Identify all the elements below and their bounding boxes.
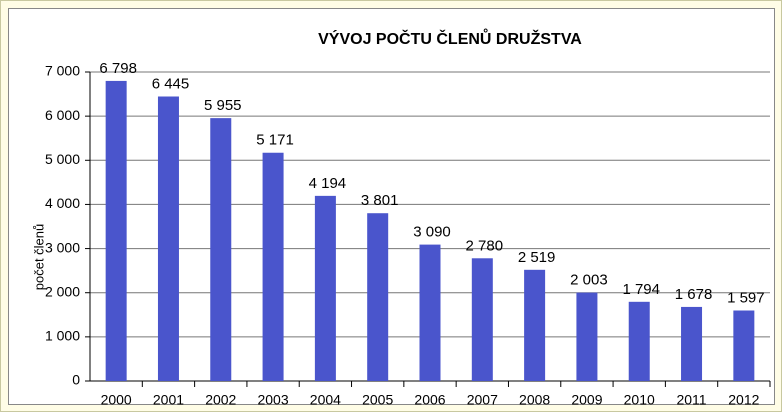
x-tick-label: 2012 [728, 392, 759, 408]
x-tick-label: 2005 [362, 392, 393, 408]
x-tick-label: 2006 [414, 392, 445, 408]
value-label: 6 445 [152, 75, 190, 92]
bar [628, 301, 650, 381]
y-tick-label: 2 000 [45, 283, 80, 299]
x-tick-label: 2002 [205, 392, 236, 408]
x-tick-label: 2011 [676, 392, 706, 408]
bar [471, 258, 493, 381]
x-tick-label: 2008 [519, 392, 550, 408]
value-label: 2 780 [466, 237, 504, 254]
value-label: 3 801 [361, 192, 399, 209]
value-label: 1 597 [727, 289, 765, 306]
bar [210, 118, 232, 382]
x-tick-label: 2009 [571, 392, 602, 408]
value-label: 4 194 [309, 175, 347, 192]
x-tick-label: 2001 [153, 392, 184, 408]
x-tick-label: 2004 [310, 392, 341, 408]
x-tick-label: 2007 [467, 392, 498, 408]
y-tick-label: 5 000 [45, 151, 80, 167]
value-label: 1 678 [675, 286, 713, 303]
value-label: 1 794 [622, 281, 660, 298]
bar [157, 96, 179, 382]
y-tick-label: 0 [72, 372, 80, 388]
x-tick-label: 2010 [624, 392, 655, 408]
chart-title: VÝVOJ POČTU ČLENŮ DRUŽSTVA [318, 28, 582, 48]
bar [733, 310, 755, 381]
bar [681, 306, 703, 381]
value-label: 5 955 [204, 97, 242, 114]
y-tick-label: 3 000 [45, 239, 80, 255]
y-axis-label: počet členů [31, 224, 46, 291]
bar [262, 152, 284, 381]
y-tick-label: 6 000 [45, 107, 80, 123]
value-label: 5 171 [256, 132, 294, 149]
bar [105, 80, 127, 381]
value-label: 3 090 [413, 224, 451, 241]
value-label: 6 798 [99, 60, 137, 77]
bar [419, 244, 441, 381]
y-tick-label: 7 000 [45, 63, 80, 79]
bar [524, 269, 546, 381]
bar [314, 195, 336, 381]
value-label: 2 003 [570, 272, 608, 289]
bar [576, 292, 598, 381]
x-tick-label: 2003 [257, 392, 288, 408]
bar [367, 213, 389, 381]
y-tick-label: 1 000 [45, 328, 80, 344]
x-tick-label: 2000 [101, 392, 132, 408]
y-tick-label: 4 000 [45, 195, 80, 211]
value-label: 2 519 [518, 249, 556, 266]
